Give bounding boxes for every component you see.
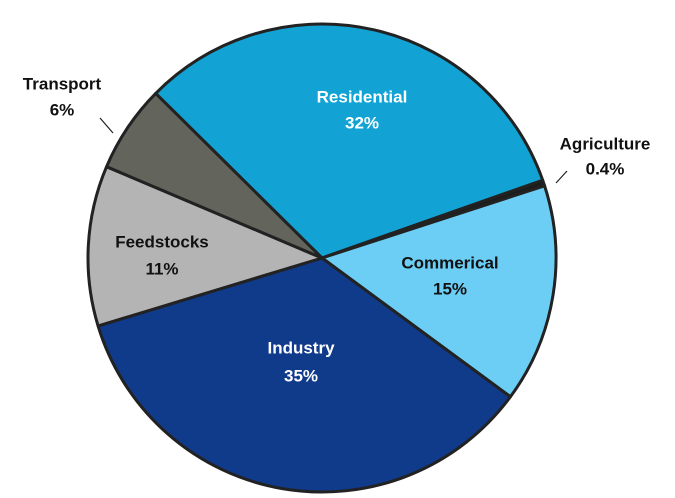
slice-label: Transport [23, 74, 102, 93]
value-label: 35% [284, 366, 318, 385]
leader-line [99, 117, 114, 134]
leader-line [555, 170, 568, 184]
value-label: 6% [50, 100, 75, 119]
pie-slice [105, 91, 324, 260]
slice-label: Residential [317, 87, 408, 106]
value-label: 32% [345, 113, 379, 132]
value-label: 11% [145, 259, 178, 278]
pie-slice [96, 256, 512, 494]
value-label: 15% [433, 279, 467, 298]
slice-label: Feedstocks [115, 232, 209, 251]
pie-slice [86, 165, 324, 328]
pie-slice [320, 184, 558, 399]
slice-label: Industry [267, 338, 335, 357]
slice-label: Commerical [401, 253, 498, 272]
value-label: 0.4% [586, 159, 625, 178]
slice-label: Agriculture [560, 134, 651, 153]
pie-slice [154, 22, 545, 260]
